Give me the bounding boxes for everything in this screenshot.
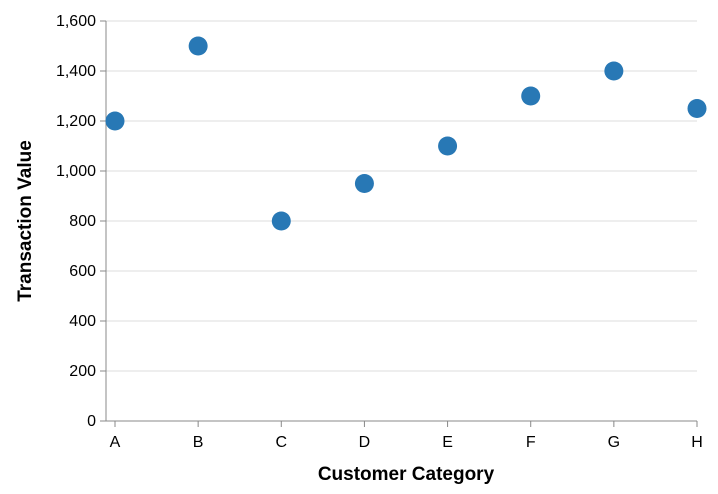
x-tick-label: A xyxy=(110,434,121,451)
x-tick-label: H xyxy=(691,434,703,451)
data-points xyxy=(105,36,707,231)
y-tick-label: 400 xyxy=(69,313,96,330)
y-tick-label: 600 xyxy=(69,263,96,280)
data-point xyxy=(521,86,541,106)
data-point xyxy=(604,61,624,81)
y-tick-label: 1,000 xyxy=(56,163,96,180)
y-tick-label: 1,600 xyxy=(56,13,96,30)
y-axis: 0 200 400 600 800 1,000 1,200 1,400 1,600 xyxy=(56,13,107,430)
data-point xyxy=(105,111,125,131)
x-axis: A B C D E F G H xyxy=(106,420,703,451)
x-axis-title: Customer Category xyxy=(318,464,495,485)
x-tick-label: D xyxy=(359,434,371,451)
x-tick-label: B xyxy=(193,434,204,451)
y-tick-label: 0 xyxy=(87,413,96,430)
y-axis-title: Transaction Value xyxy=(15,140,36,302)
data-point xyxy=(354,174,374,193)
grid-lines xyxy=(106,20,697,372)
y-tick-label: 200 xyxy=(69,363,96,380)
data-point xyxy=(687,99,707,118)
x-tick-label: C xyxy=(276,434,288,451)
data-point xyxy=(188,36,208,56)
data-point xyxy=(438,136,458,156)
x-tick-label: G xyxy=(608,434,620,451)
x-tick-label: E xyxy=(442,434,453,451)
data-point xyxy=(271,211,291,231)
y-tick-label: 800 xyxy=(69,213,96,230)
y-tick-label: 1,400 xyxy=(56,63,96,80)
y-tick-label: 1,200 xyxy=(56,113,96,130)
x-tick-label: F xyxy=(526,434,536,451)
